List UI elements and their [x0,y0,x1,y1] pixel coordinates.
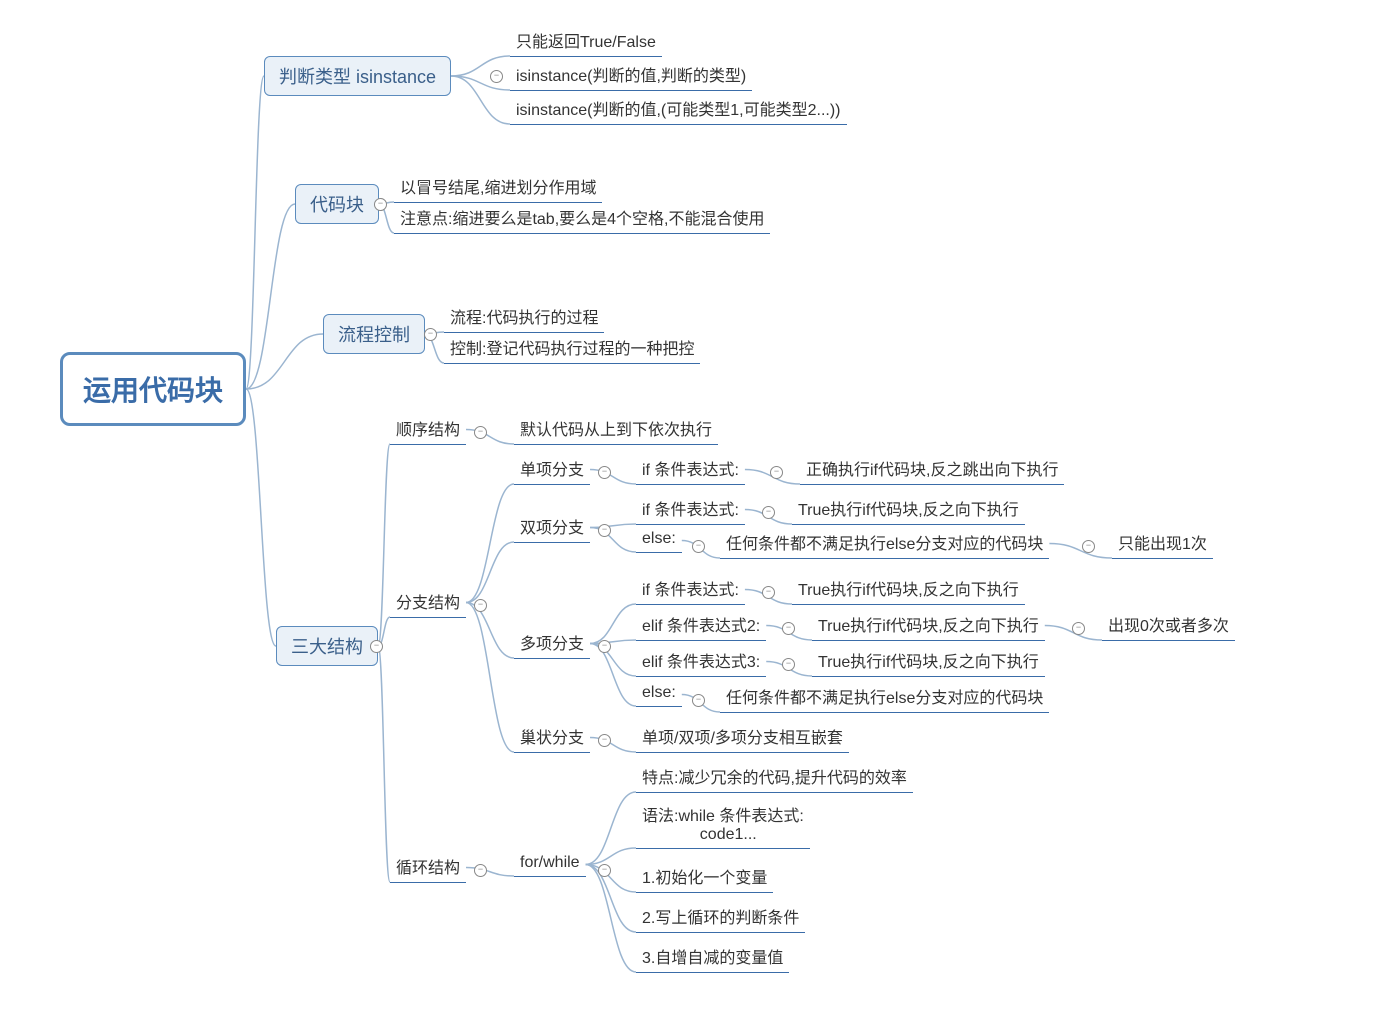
mindmap-node[interactable]: 正确执行if代码块,反之跳出向下执行 [800,454,1064,485]
expand-collapse-icon[interactable]: − [490,70,503,83]
mindmap-node[interactable]: 多项分支 [514,628,590,659]
mindmap-node[interactable]: if 条件表达式: [636,454,745,485]
connector-line [590,644,636,707]
mindmap-node[interactable]: True执行if代码块,反之向下执行 [792,494,1025,525]
mindmap-node[interactable]: 2.写上循环的判断条件 [636,902,805,933]
expand-collapse-icon[interactable]: − [424,328,437,341]
mindmap-node[interactable]: 3.自增自减的变量值 [636,942,789,973]
mindmap-node[interactable]: 出现0次或者多次 [1102,610,1235,641]
mindmap-node[interactable]: 默认代码从上到下依次执行 [514,414,718,445]
connector-line [246,204,295,389]
mindmap-node[interactable]: if 条件表达式: [636,494,745,525]
connector-line [1049,544,1112,559]
mindmap-node[interactable]: 特点:减少冗余的代码,提升代码的效率 [636,762,913,793]
mindmap-node[interactable]: 单项/双项/多项分支相互嵌套 [636,722,849,753]
mindmap-node[interactable]: 顺序结构 [390,414,466,445]
connector-line [246,389,276,646]
connector-line [590,528,636,553]
connector-line [378,444,390,646]
expand-collapse-icon[interactable]: − [598,864,611,877]
mindmap-node[interactable]: 只能返回True/False [510,26,662,57]
expand-collapse-icon[interactable]: − [598,466,611,479]
mindmap-node[interactable]: 巢状分支 [514,722,590,753]
expand-collapse-icon[interactable]: − [1082,540,1095,553]
expand-collapse-icon[interactable]: − [770,466,783,479]
expand-collapse-icon[interactable]: − [370,640,383,653]
expand-collapse-icon[interactable]: − [762,586,775,599]
mindmap-node[interactable]: isinstance(判断的值,(可能类型1,可能类型2...)) [510,94,847,125]
connector-line [466,484,514,603]
mindmap-node[interactable]: 语法:while 条件表达式: code1... [636,800,810,849]
connector-line [466,603,514,659]
mindmap-node[interactable]: 任何条件都不满足执行else分支对应的代码块 [720,682,1049,713]
connector-line [466,542,514,603]
expand-collapse-icon[interactable]: − [374,198,387,211]
mindmap-node[interactable]: True执行if代码块,反之向下执行 [812,610,1045,641]
mindmap-node[interactable]: 单项分支 [514,454,590,485]
mindmap-node[interactable]: elif 条件表达式2: [636,610,766,641]
mindmap-node[interactable]: 流程控制 [323,314,425,354]
expand-collapse-icon[interactable]: − [762,506,775,519]
connector-line [246,334,323,389]
root-node[interactable]: 运用代码块 [60,352,246,426]
mindmap-node[interactable]: if 条件表达式: [636,574,745,605]
mindmap-node[interactable]: else: [636,682,682,707]
mindmap-node[interactable]: 以冒号结尾,缩进划分作用域 [394,172,602,203]
connector-line [378,646,390,882]
expand-collapse-icon[interactable]: − [692,540,705,553]
expand-collapse-icon[interactable]: − [782,658,795,671]
mindmap-node[interactable]: isinstance(判断的值,判断的类型) [510,60,752,91]
connector-line [586,865,636,973]
connector-line [590,470,636,485]
mindmap-node[interactable]: else: [636,528,682,553]
mindmap-node[interactable]: 分支结构 [390,587,466,618]
mindmap-node[interactable]: 循环结构 [390,852,466,883]
expand-collapse-icon[interactable]: − [598,524,611,537]
connector-line [586,865,636,933]
connector-line [586,848,636,865]
mindmap-node[interactable]: True执行if代码块,反之向下执行 [812,646,1045,677]
expand-collapse-icon[interactable]: − [474,864,487,877]
mindmap-node[interactable]: 三大结构 [276,626,378,666]
mindmap-node[interactable]: True执行if代码块,反之向下执行 [792,574,1025,605]
mindmap-node[interactable]: 控制:登记代码执行过程的一种把控 [444,333,700,364]
connector-line [590,644,636,677]
mindmap-node[interactable]: 双项分支 [514,512,590,543]
mindmap-node[interactable]: 注意点:缩进要么是tab,要么是4个空格,不能混合使用 [394,203,770,234]
connector-line [246,76,264,389]
expand-collapse-icon[interactable]: − [598,640,611,653]
connector-line [451,76,510,124]
connector-line [590,738,636,753]
expand-collapse-icon[interactable]: − [1072,622,1085,635]
expand-collapse-icon[interactable]: − [474,599,487,612]
expand-collapse-icon[interactable]: − [692,694,705,707]
expand-collapse-icon[interactable]: − [598,734,611,747]
expand-collapse-icon[interactable]: − [782,622,795,635]
mindmap-node[interactable]: 只能出现1次 [1112,528,1213,559]
mindmap-node[interactable]: 流程:代码执行的过程 [444,302,604,333]
connector-line [590,524,636,528]
mindmap-node[interactable]: for/while [514,852,586,877]
mindmap-node[interactable]: elif 条件表达式3: [636,646,766,677]
mindmap-node[interactable]: 判断类型 isinstance [264,56,451,96]
mindmap-node[interactable]: 任何条件都不满足执行else分支对应的代码块 [720,528,1049,559]
expand-collapse-icon[interactable]: − [474,426,487,439]
connector-line [466,603,514,753]
connector-line [586,792,636,865]
connector-line [590,604,636,644]
mindmap-node[interactable]: 1.初始化一个变量 [636,862,773,893]
mindmap-node[interactable]: 代码块 [295,184,379,224]
connector-line [590,640,636,644]
